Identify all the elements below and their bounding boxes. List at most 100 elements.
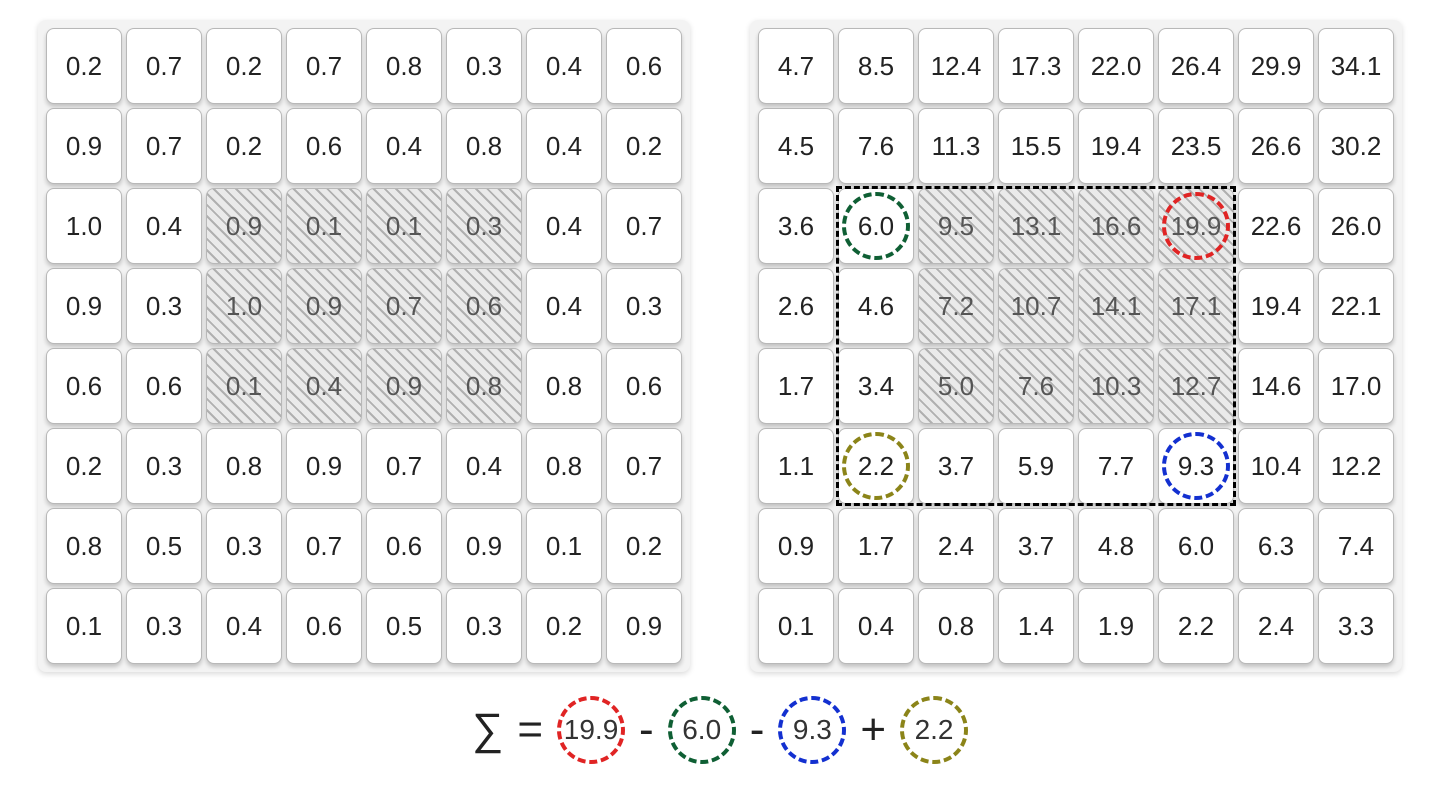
grid-cell: 15.5 xyxy=(998,108,1074,184)
grid-cell: 0.2 xyxy=(606,108,682,184)
operator: - xyxy=(639,705,654,755)
grid-cell: 0.6 xyxy=(46,348,122,424)
grid-cell: 17.3 xyxy=(998,28,1074,104)
grid-cell: 17.1 xyxy=(1158,268,1234,344)
grid-cell: 0.3 xyxy=(446,188,522,264)
grid-cell: 2.4 xyxy=(1238,588,1314,664)
grid-cell: 0.4 xyxy=(206,588,282,664)
grid-cell: 0.6 xyxy=(366,508,442,584)
formula-term: 9.3 xyxy=(778,696,846,764)
grid-cell: 3.7 xyxy=(918,428,994,504)
grid-cell: 11.3 xyxy=(918,108,994,184)
grid-cell: 0.2 xyxy=(46,428,122,504)
grid-cell: 0.8 xyxy=(366,28,442,104)
grid-cell: 6.0 xyxy=(838,188,914,264)
grid-cell: 12.7 xyxy=(1158,348,1234,424)
grid-cell: 22.0 xyxy=(1078,28,1154,104)
operator: - xyxy=(750,705,765,755)
grid-cell: 0.1 xyxy=(46,588,122,664)
equals-symbol: = xyxy=(517,705,543,755)
grid-cell: 0.7 xyxy=(366,268,442,344)
grid-cell: 0.8 xyxy=(526,348,602,424)
grid-cell: 4.5 xyxy=(758,108,834,184)
grid-cell: 34.1 xyxy=(1318,28,1394,104)
grid-cell: 7.2 xyxy=(918,268,994,344)
grid-cell: 2.4 xyxy=(918,508,994,584)
grid-cell: 12.2 xyxy=(1318,428,1394,504)
grid-cell: 0.5 xyxy=(366,588,442,664)
grid-cell: 0.7 xyxy=(286,508,362,584)
grid-cell: 0.9 xyxy=(46,268,122,344)
grid-cell: 0.8 xyxy=(206,428,282,504)
grid-cell: 3.4 xyxy=(838,348,914,424)
grid-cell: 0.6 xyxy=(446,268,522,344)
grid-cell: 0.1 xyxy=(758,588,834,664)
grid-cell: 0.8 xyxy=(446,108,522,184)
grid-cell: 0.4 xyxy=(126,188,202,264)
grid-cell: 19.4 xyxy=(1078,108,1154,184)
grid-cell: 0.3 xyxy=(446,588,522,664)
grid-cell: 3.6 xyxy=(758,188,834,264)
grid-cell: 22.1 xyxy=(1318,268,1394,344)
grid-cell: 1.9 xyxy=(1078,588,1154,664)
grid-cell: 0.9 xyxy=(206,188,282,264)
grid-cell: 0.8 xyxy=(46,508,122,584)
grid-cell: 1.4 xyxy=(998,588,1074,664)
grid-cell: 0.3 xyxy=(126,428,202,504)
grid-cell: 22.6 xyxy=(1238,188,1314,264)
grid-cell: 0.9 xyxy=(286,428,362,504)
grid-cell: 1.1 xyxy=(758,428,834,504)
grid-cell: 0.4 xyxy=(366,108,442,184)
grid-cell: 6.3 xyxy=(1238,508,1314,584)
grid-cell: 0.3 xyxy=(606,268,682,344)
grid-cell: 9.3 xyxy=(1158,428,1234,504)
grid-cell: 7.7 xyxy=(1078,428,1154,504)
left-grid: 0.20.70.20.70.80.30.40.60.90.70.20.60.40… xyxy=(38,20,690,672)
grid-cell: 26.0 xyxy=(1318,188,1394,264)
grid-cell: 19.9 xyxy=(1158,188,1234,264)
grid-cell: 0.4 xyxy=(286,348,362,424)
grid-cell: 7.6 xyxy=(838,108,914,184)
grid-cell: 0.6 xyxy=(286,588,362,664)
grid-cell: 0.2 xyxy=(46,28,122,104)
grid-cell: 2.2 xyxy=(838,428,914,504)
grid-cell: 0.4 xyxy=(526,188,602,264)
grid-cell: 14.6 xyxy=(1238,348,1314,424)
grid-cell: 0.2 xyxy=(526,588,602,664)
grid-cell: 7.4 xyxy=(1318,508,1394,584)
grid-cell: 0.3 xyxy=(126,588,202,664)
grid-cell: 0.6 xyxy=(606,348,682,424)
grid-cell: 23.5 xyxy=(1158,108,1234,184)
grid-cell: 0.4 xyxy=(526,28,602,104)
grid-cell: 0.6 xyxy=(126,348,202,424)
grid-cell: 0.9 xyxy=(366,348,442,424)
grid-cell: 29.9 xyxy=(1238,28,1314,104)
grid-cell: 0.1 xyxy=(286,188,362,264)
grid-cell: 0.8 xyxy=(526,428,602,504)
grid-cell: 5.0 xyxy=(918,348,994,424)
grid-cell: 6.0 xyxy=(1158,508,1234,584)
grid-cell: 4.7 xyxy=(758,28,834,104)
grid-cell: 1.0 xyxy=(206,268,282,344)
grid-cell: 0.4 xyxy=(838,588,914,664)
grid-cell: 0.2 xyxy=(206,108,282,184)
grid-cell: 0.9 xyxy=(446,508,522,584)
grid-cell: 0.7 xyxy=(126,108,202,184)
formula-term: 2.2 xyxy=(900,696,968,764)
grid-cell: 5.9 xyxy=(998,428,1074,504)
grid-cell: 0.7 xyxy=(606,428,682,504)
grid-cell: 2.6 xyxy=(758,268,834,344)
grid-cell: 0.1 xyxy=(366,188,442,264)
grid-cell: 0.7 xyxy=(286,28,362,104)
grid-cell: 0.7 xyxy=(606,188,682,264)
grid-cell: 0.3 xyxy=(126,268,202,344)
grid-cell: 26.6 xyxy=(1238,108,1314,184)
sum-formula: ∑=19.9-6.0-9.3+2.2 xyxy=(472,696,968,764)
grid-cell: 0.4 xyxy=(526,108,602,184)
grid-cell: 13.1 xyxy=(998,188,1074,264)
sigma-symbol: ∑ xyxy=(472,705,503,755)
grid-cell: 0.1 xyxy=(206,348,282,424)
grid-cell: 7.6 xyxy=(998,348,1074,424)
grid-cell: 10.4 xyxy=(1238,428,1314,504)
grid-cell: 17.0 xyxy=(1318,348,1394,424)
